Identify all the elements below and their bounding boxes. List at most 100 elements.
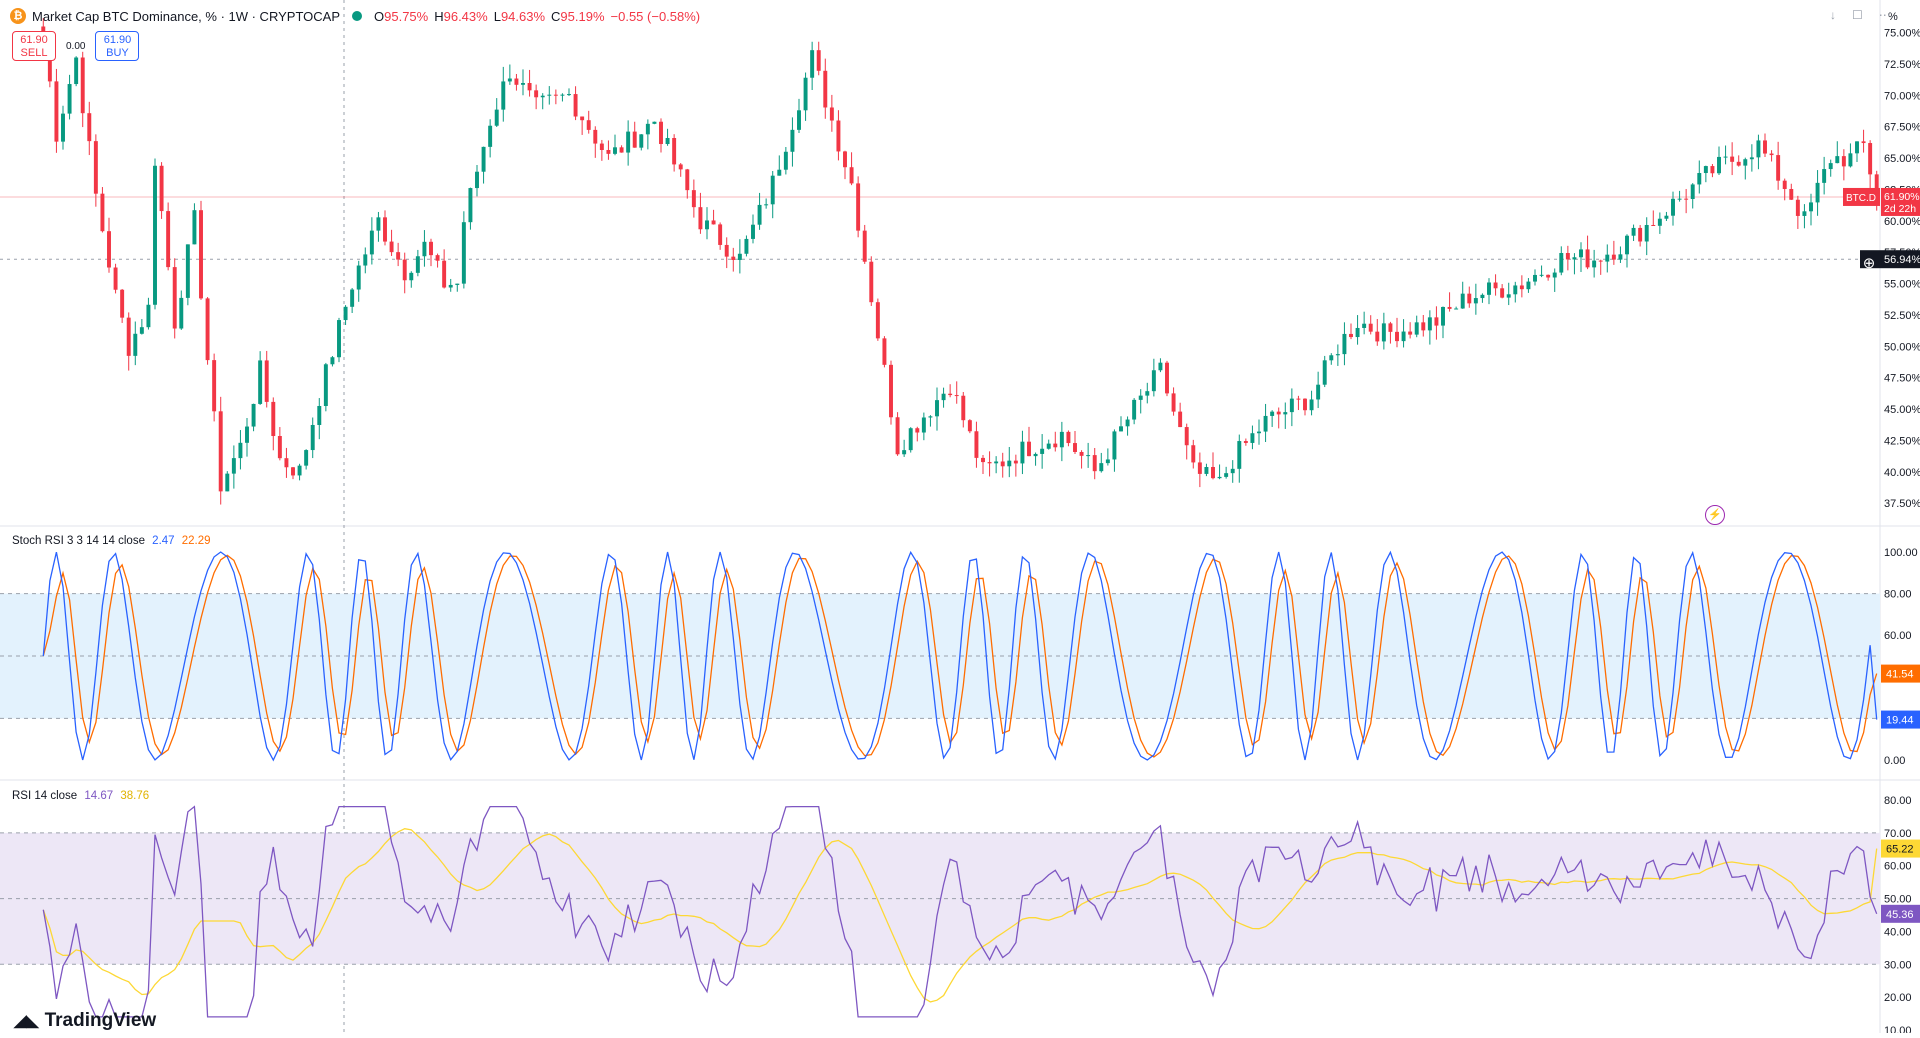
candle-body bbox=[1053, 443, 1058, 448]
candle-body bbox=[1145, 391, 1150, 396]
candle-body bbox=[1835, 156, 1840, 164]
market-status-icon bbox=[352, 11, 362, 21]
candle-body bbox=[948, 393, 953, 396]
candle-body bbox=[1703, 166, 1708, 174]
buy-price: 61.90 bbox=[103, 34, 132, 46]
rsi-tick-label: 60.00 bbox=[1884, 861, 1912, 873]
candle-body bbox=[849, 167, 854, 184]
candle-body bbox=[461, 222, 466, 284]
candle-body bbox=[448, 284, 453, 288]
candle-body bbox=[1500, 288, 1505, 298]
crosshair-plus-icon[interactable]: ⊕ bbox=[1862, 255, 1876, 272]
collapse-icon[interactable]: ↓ bbox=[1830, 8, 1836, 22]
candle-body bbox=[422, 241, 427, 257]
candle-body bbox=[429, 241, 433, 256]
crosshair-price-text: 56.94% bbox=[1884, 254, 1920, 266]
candle-body bbox=[908, 428, 913, 451]
candle-body bbox=[1559, 252, 1564, 273]
buy-button[interactable]: 61.90 BUY bbox=[95, 31, 140, 61]
candle-body bbox=[1007, 460, 1012, 467]
candle-body bbox=[521, 83, 525, 85]
rsi-ma-line bbox=[42, 828, 1878, 1003]
candle-body bbox=[185, 244, 190, 298]
candle-body bbox=[1552, 272, 1557, 278]
rsi-ma-badge-text: 65.22 bbox=[1886, 844, 1914, 856]
candle-body bbox=[74, 57, 79, 85]
candle-body bbox=[1309, 399, 1314, 411]
symbol-title[interactable]: Market Cap BTC Dominance, % · 1W · CRYPT… bbox=[32, 8, 340, 24]
candle-body bbox=[823, 70, 828, 108]
candle-body bbox=[1710, 166, 1715, 174]
buy-label: BUY bbox=[106, 47, 129, 59]
pane-controls: ↓ ☐ ⋯ bbox=[1830, 8, 1891, 22]
candle-body bbox=[1401, 331, 1406, 342]
candle-body bbox=[560, 94, 565, 96]
candle-body bbox=[731, 256, 736, 260]
candle-body bbox=[902, 450, 907, 455]
price-tick-label: 60.00% bbox=[1884, 216, 1920, 228]
candle-body bbox=[1316, 384, 1321, 400]
candle-body bbox=[1224, 473, 1229, 477]
tradingview-logo[interactable]: ◢◣ TradingView bbox=[14, 1010, 156, 1032]
candle-body bbox=[1605, 254, 1610, 262]
candle-body bbox=[1027, 441, 1031, 457]
rsi-ma-value: 38.76 bbox=[120, 790, 150, 802]
candle-body bbox=[1289, 398, 1294, 413]
stoch-rsi-legend[interactable]: Stoch RSI 3 3 14 14 close 2.47 22.29 bbox=[12, 535, 211, 547]
last-price-badge bbox=[1881, 187, 1920, 216]
rsi-tick-label: 10.00 bbox=[1884, 1025, 1912, 1033]
candle-body bbox=[1125, 419, 1130, 427]
rsi-ma-badge bbox=[1881, 839, 1920, 858]
candle-body bbox=[724, 244, 729, 257]
candle-body bbox=[1178, 411, 1183, 428]
more-icon[interactable]: ⋯ bbox=[1878, 8, 1891, 22]
candle-body bbox=[1362, 323, 1367, 328]
stoch-rsi-series bbox=[42, 550, 1878, 762]
candle-body bbox=[133, 333, 138, 356]
candle-body bbox=[1625, 235, 1629, 255]
candle-body bbox=[711, 220, 716, 225]
candle-body bbox=[547, 94, 552, 96]
candle-body bbox=[869, 261, 874, 303]
candle-body bbox=[1243, 441, 1248, 443]
candle-body bbox=[1151, 370, 1156, 392]
candle-body bbox=[1671, 198, 1675, 216]
candle-body bbox=[1230, 468, 1235, 474]
candle-body bbox=[954, 395, 959, 397]
candle-body bbox=[1381, 323, 1386, 342]
candle-body bbox=[1073, 443, 1077, 452]
maximize-icon[interactable]: ☐ bbox=[1852, 8, 1863, 22]
sell-button[interactable]: 61.90 SELL bbox=[12, 31, 56, 61]
candle-body bbox=[1250, 433, 1255, 443]
candle-body bbox=[836, 120, 841, 152]
candle-body bbox=[1079, 451, 1084, 456]
candle-body bbox=[961, 395, 966, 421]
lightning-icon[interactable]: ⚡ bbox=[1705, 505, 1725, 525]
candle-body bbox=[277, 436, 282, 459]
rsi-legend[interactable]: RSI 14 close 14.67 38.76 bbox=[12, 790, 149, 802]
candle-body bbox=[100, 193, 105, 232]
candle-body bbox=[751, 224, 755, 239]
candle-body bbox=[514, 78, 519, 85]
candle-body bbox=[1375, 331, 1380, 342]
candle-body bbox=[1217, 476, 1222, 479]
candle-body bbox=[113, 267, 118, 290]
candle-body bbox=[1493, 282, 1498, 289]
close-value: 95.19% bbox=[560, 8, 605, 24]
candle-body bbox=[251, 403, 256, 427]
candle-body bbox=[192, 210, 197, 245]
open-value: 95.75% bbox=[384, 8, 429, 24]
candle-body bbox=[297, 465, 302, 476]
candle-body bbox=[757, 204, 762, 225]
price-tick-label: 45.00% bbox=[1884, 404, 1920, 416]
candle-body bbox=[1303, 398, 1307, 411]
candle-body bbox=[1237, 441, 1242, 469]
candle-body bbox=[1447, 306, 1452, 309]
candle-body bbox=[356, 265, 361, 290]
price-tick-label: 40.00% bbox=[1884, 467, 1920, 479]
candle-body bbox=[1513, 285, 1518, 295]
candle-body bbox=[1329, 355, 1334, 361]
candle-body bbox=[139, 327, 144, 334]
